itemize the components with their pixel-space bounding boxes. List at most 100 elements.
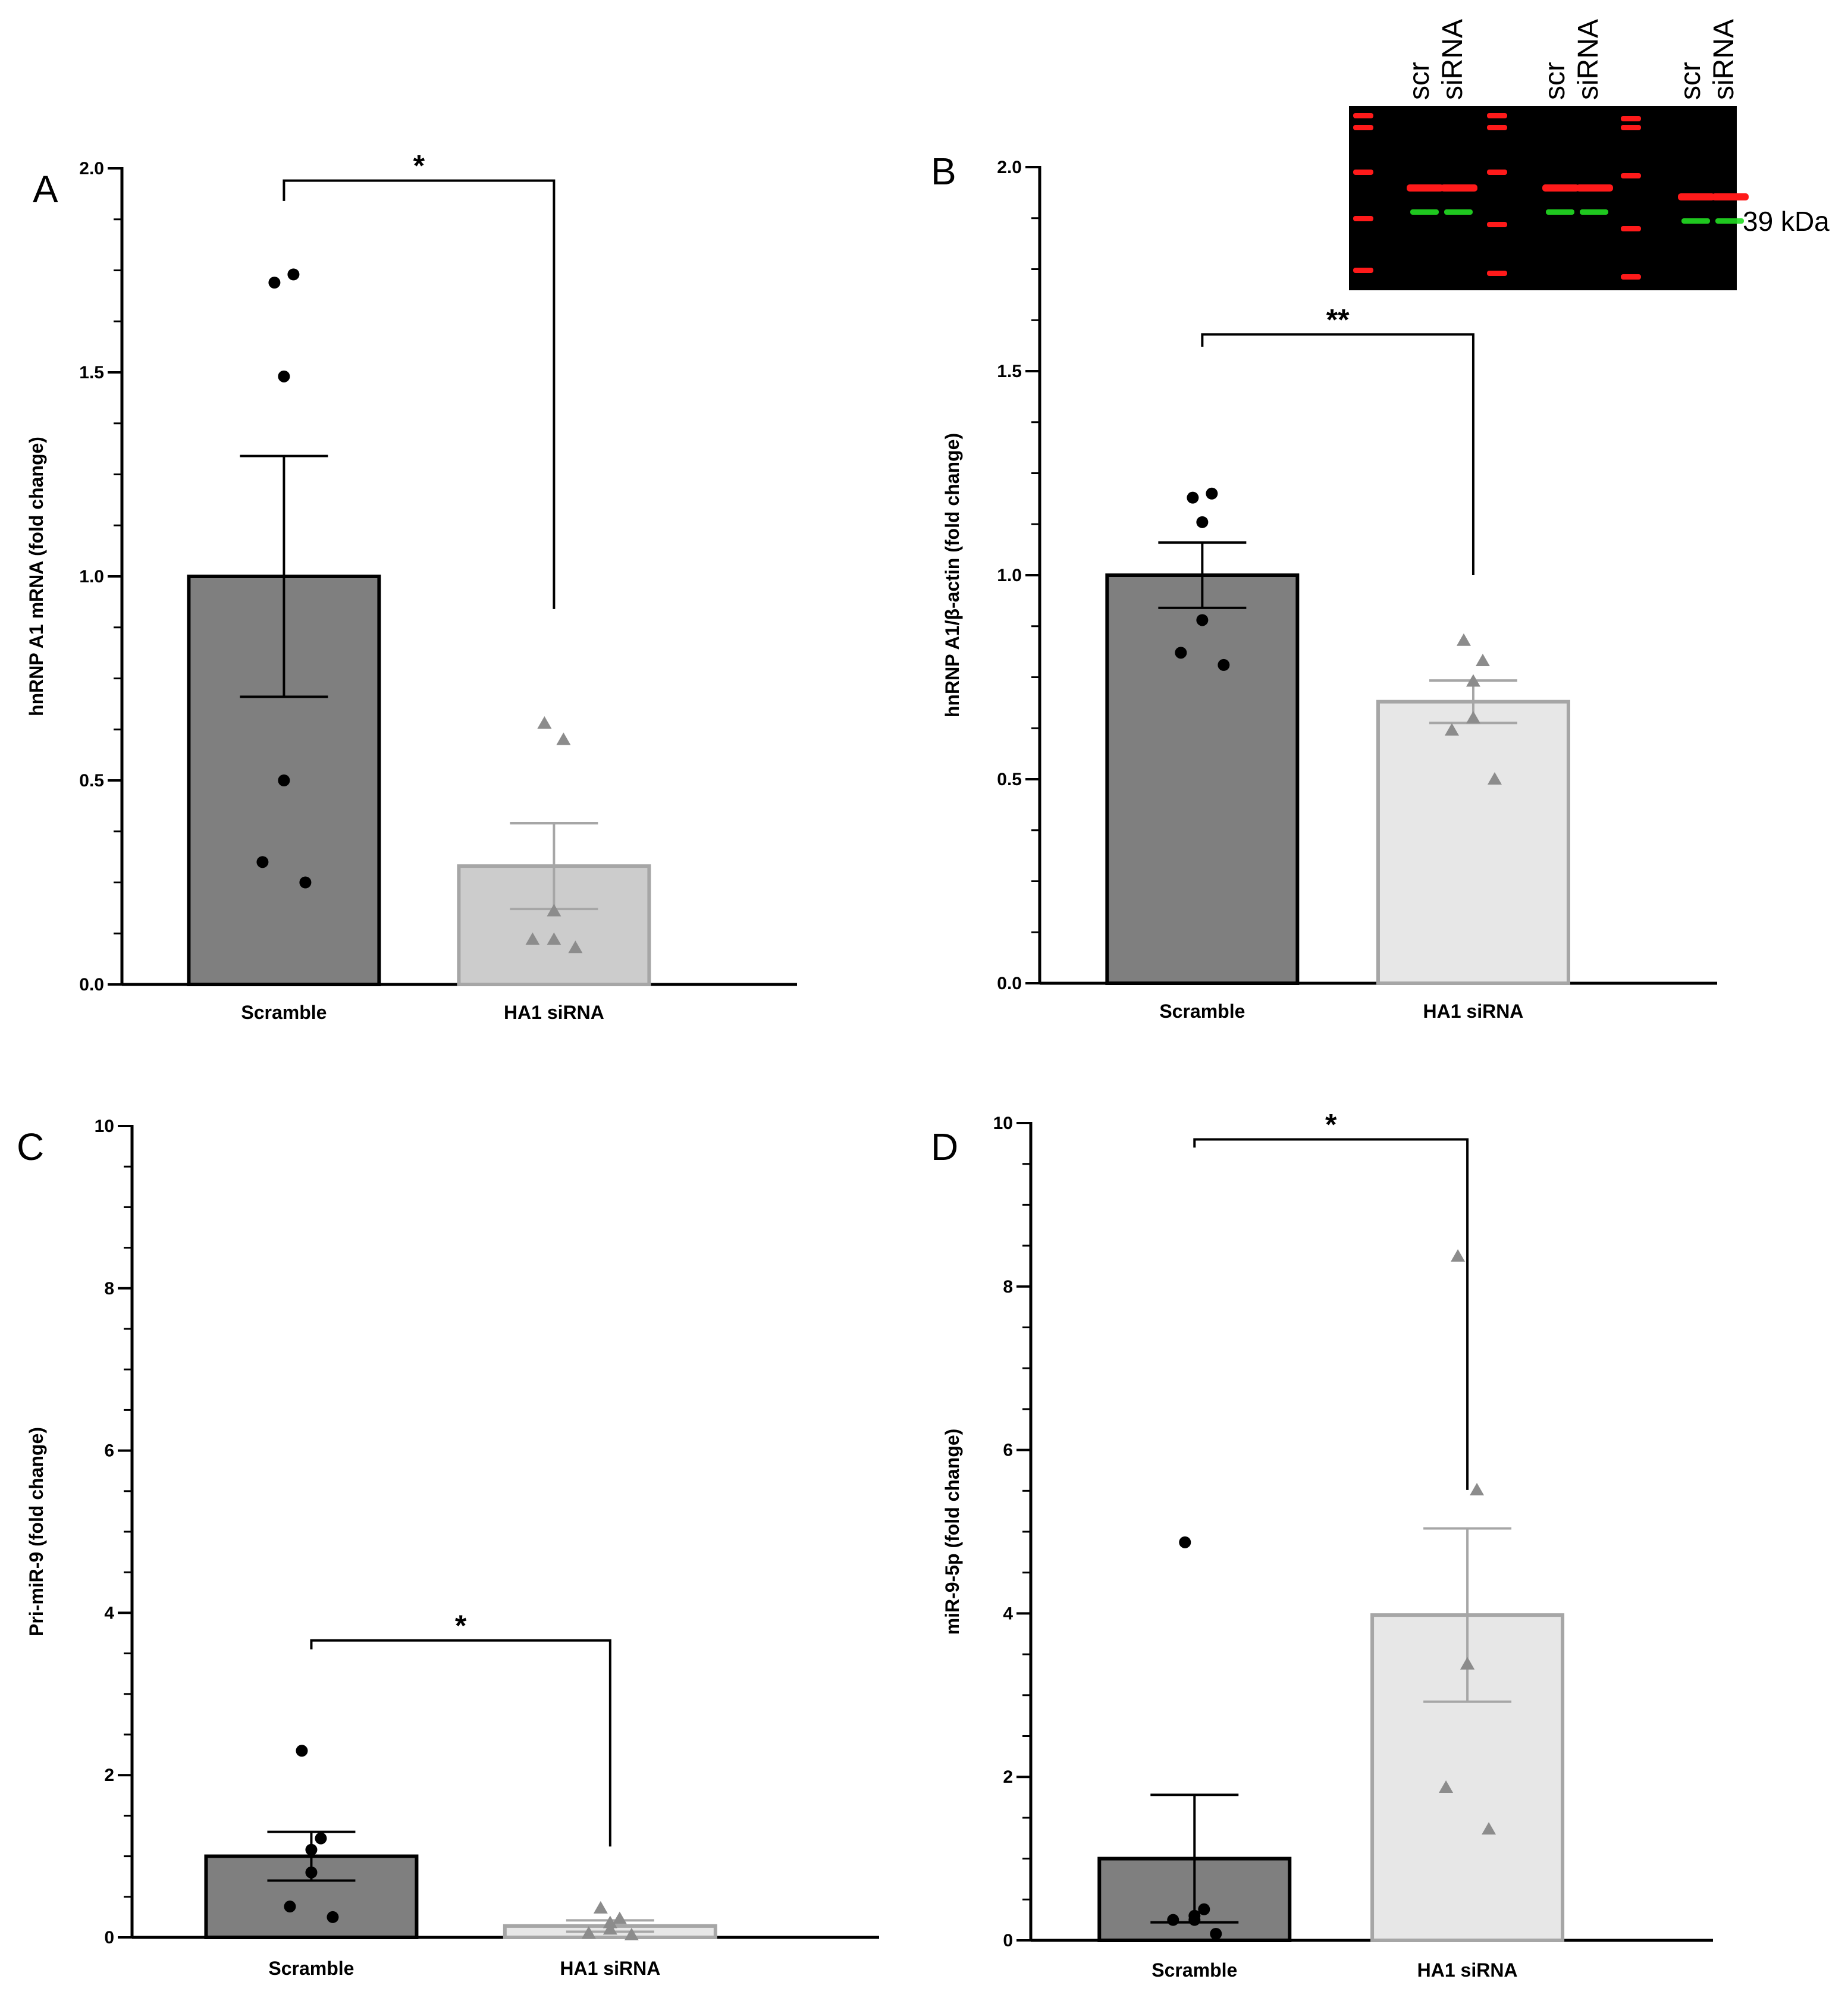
blot-ladder-band [1353, 113, 1373, 118]
blot-hnrnpa1-band [1681, 218, 1710, 224]
data-point-ha1-sirna [603, 1922, 617, 1935]
blot-ladder-band [1487, 113, 1507, 118]
blot-hnrnpa1-band [1444, 209, 1473, 215]
y-axis-title: hnRNP A1 mRNA (fold change) [26, 437, 47, 716]
blot-ladder-band [1621, 125, 1641, 130]
data-point-scramble [315, 1832, 327, 1845]
blot-lane-labels: scr siRNA scr siRNA scr siRNA [1404, 19, 1740, 100]
blot-hnrnpa1-band [1580, 209, 1608, 215]
y-tick-label: 0 [1003, 1931, 1013, 1950]
y-tick-label: 6 [1003, 1441, 1013, 1460]
blot-hnrnpa1-band [1410, 209, 1439, 215]
y-tick-label: 4 [1003, 1604, 1013, 1623]
significance-bracket [283, 179, 556, 609]
blot-actin-band [1441, 184, 1477, 192]
data-point-ha1-sirna [1466, 674, 1480, 687]
x-category-label: Scramble [1159, 1001, 1245, 1022]
y-axis-title: miR-9-5p (fold change) [942, 1429, 963, 1635]
y-tick-label: 0.0 [79, 975, 104, 995]
panel-letter: A [33, 168, 58, 211]
significance-label: * [455, 1609, 467, 1642]
blot-marker-label: 39 kDa [1743, 206, 1830, 237]
blot-lane-sirna-1: siRNA [1437, 19, 1469, 100]
data-point-scramble [1167, 1914, 1179, 1926]
blot-lane-sirna-2: siRNA [1573, 19, 1604, 100]
data-point-scramble [1196, 516, 1209, 528]
y-axis-title: hnRNP A1/β-actin (fold change) [942, 433, 963, 717]
blot-ladder-band [1621, 226, 1641, 231]
x-category-label: HA1 siRNA [560, 1958, 660, 1979]
data-point-scramble [278, 370, 290, 382]
blot-ladder-band [1353, 216, 1373, 221]
blot-ladder-band [1487, 125, 1507, 130]
data-point-scramble [1175, 647, 1187, 659]
blot-hnrnpa1-band [1715, 218, 1744, 224]
data-point-scramble [299, 876, 312, 889]
significance-bracket [1201, 333, 1474, 575]
blot-lane-scr-1: scr [1404, 62, 1435, 100]
bar-scramble [1105, 573, 1300, 985]
data-point-scramble [287, 268, 300, 281]
data-point-scramble [296, 1745, 308, 1757]
data-point-scramble [305, 1866, 318, 1878]
data-point-ha1-sirna [1451, 1249, 1466, 1262]
data-point-scramble [1187, 491, 1199, 504]
blot-actin-band [1407, 184, 1444, 192]
blot-lane-scr-3: scr [1675, 62, 1706, 100]
y-tick-label: 2.0 [79, 159, 104, 178]
y-tick-label: 10 [95, 1117, 114, 1136]
blot-ladder-band [1353, 268, 1373, 273]
x-category-label: Scramble [241, 1002, 327, 1023]
data-point-ha1-sirna [1460, 1657, 1475, 1670]
data-point-ha1-sirna [1470, 1482, 1485, 1495]
significance-bracket [1193, 1138, 1469, 1490]
data-point-scramble [327, 1911, 339, 1923]
y-tick-label: 1.5 [79, 363, 104, 382]
blot-actin-band [1576, 184, 1613, 192]
significance-label: * [1325, 1108, 1337, 1141]
data-point-ha1-sirna [547, 904, 561, 917]
blot-ladder-band [1621, 173, 1641, 178]
blot-background [1349, 106, 1737, 290]
chart-panel-c: C Pri-miR-9 (fold change) 0 2 4 6 8 10 Scramble H… [17, 1117, 879, 1979]
data-point-scramble [1198, 1903, 1210, 1915]
data-point-ha1-sirna [1444, 723, 1459, 736]
data-point-ha1-sirna [525, 932, 540, 945]
blot-actin-band [1678, 193, 1715, 200]
y-tick-label: 2 [1003, 1767, 1013, 1787]
blot-ladder-band [1353, 125, 1373, 130]
significance-bracket [310, 1639, 611, 1847]
data-point-ha1-sirna [568, 940, 583, 954]
data-point-ha1-sirna [1439, 1780, 1454, 1793]
x-category-label: HA1 siRNA [1417, 1959, 1518, 1981]
y-tick-label: 1.0 [79, 567, 104, 587]
x-category-label: Scramble [1152, 1959, 1237, 1981]
data-point-ha1-sirna [1475, 654, 1490, 667]
data-point-scramble [1196, 614, 1209, 626]
data-point-ha1-sirna [547, 932, 561, 945]
data-point-ha1-sirna [612, 1911, 627, 1924]
blot-hnrnpa1-band [1546, 209, 1574, 215]
y-tick-label: 1.0 [997, 566, 1022, 585]
blot-bands [1353, 113, 1749, 280]
data-point-scramble [268, 277, 281, 289]
blot-lane-scr-2: scr [1539, 62, 1571, 100]
blot-ladder-band [1487, 170, 1507, 175]
data-point-scramble [1210, 1928, 1222, 1940]
data-point-ha1-sirna [1482, 1822, 1496, 1835]
blot-ladder-band [1621, 116, 1641, 121]
y-tick-label: 0.5 [79, 771, 104, 791]
data-point-ha1-sirna [593, 1900, 608, 1914]
x-category-label: HA1 siRNA [1423, 1001, 1523, 1022]
blot-ladder-band [1487, 271, 1507, 276]
y-tick-label: 0 [104, 1928, 114, 1947]
panel-letter: D [931, 1125, 958, 1168]
data-point-ha1-sirna [556, 732, 571, 745]
y-axis-title: Pri-miR-9 (fold change) [26, 1427, 47, 1636]
panel-letter: B [931, 150, 956, 193]
data-point-scramble [1179, 1536, 1191, 1548]
